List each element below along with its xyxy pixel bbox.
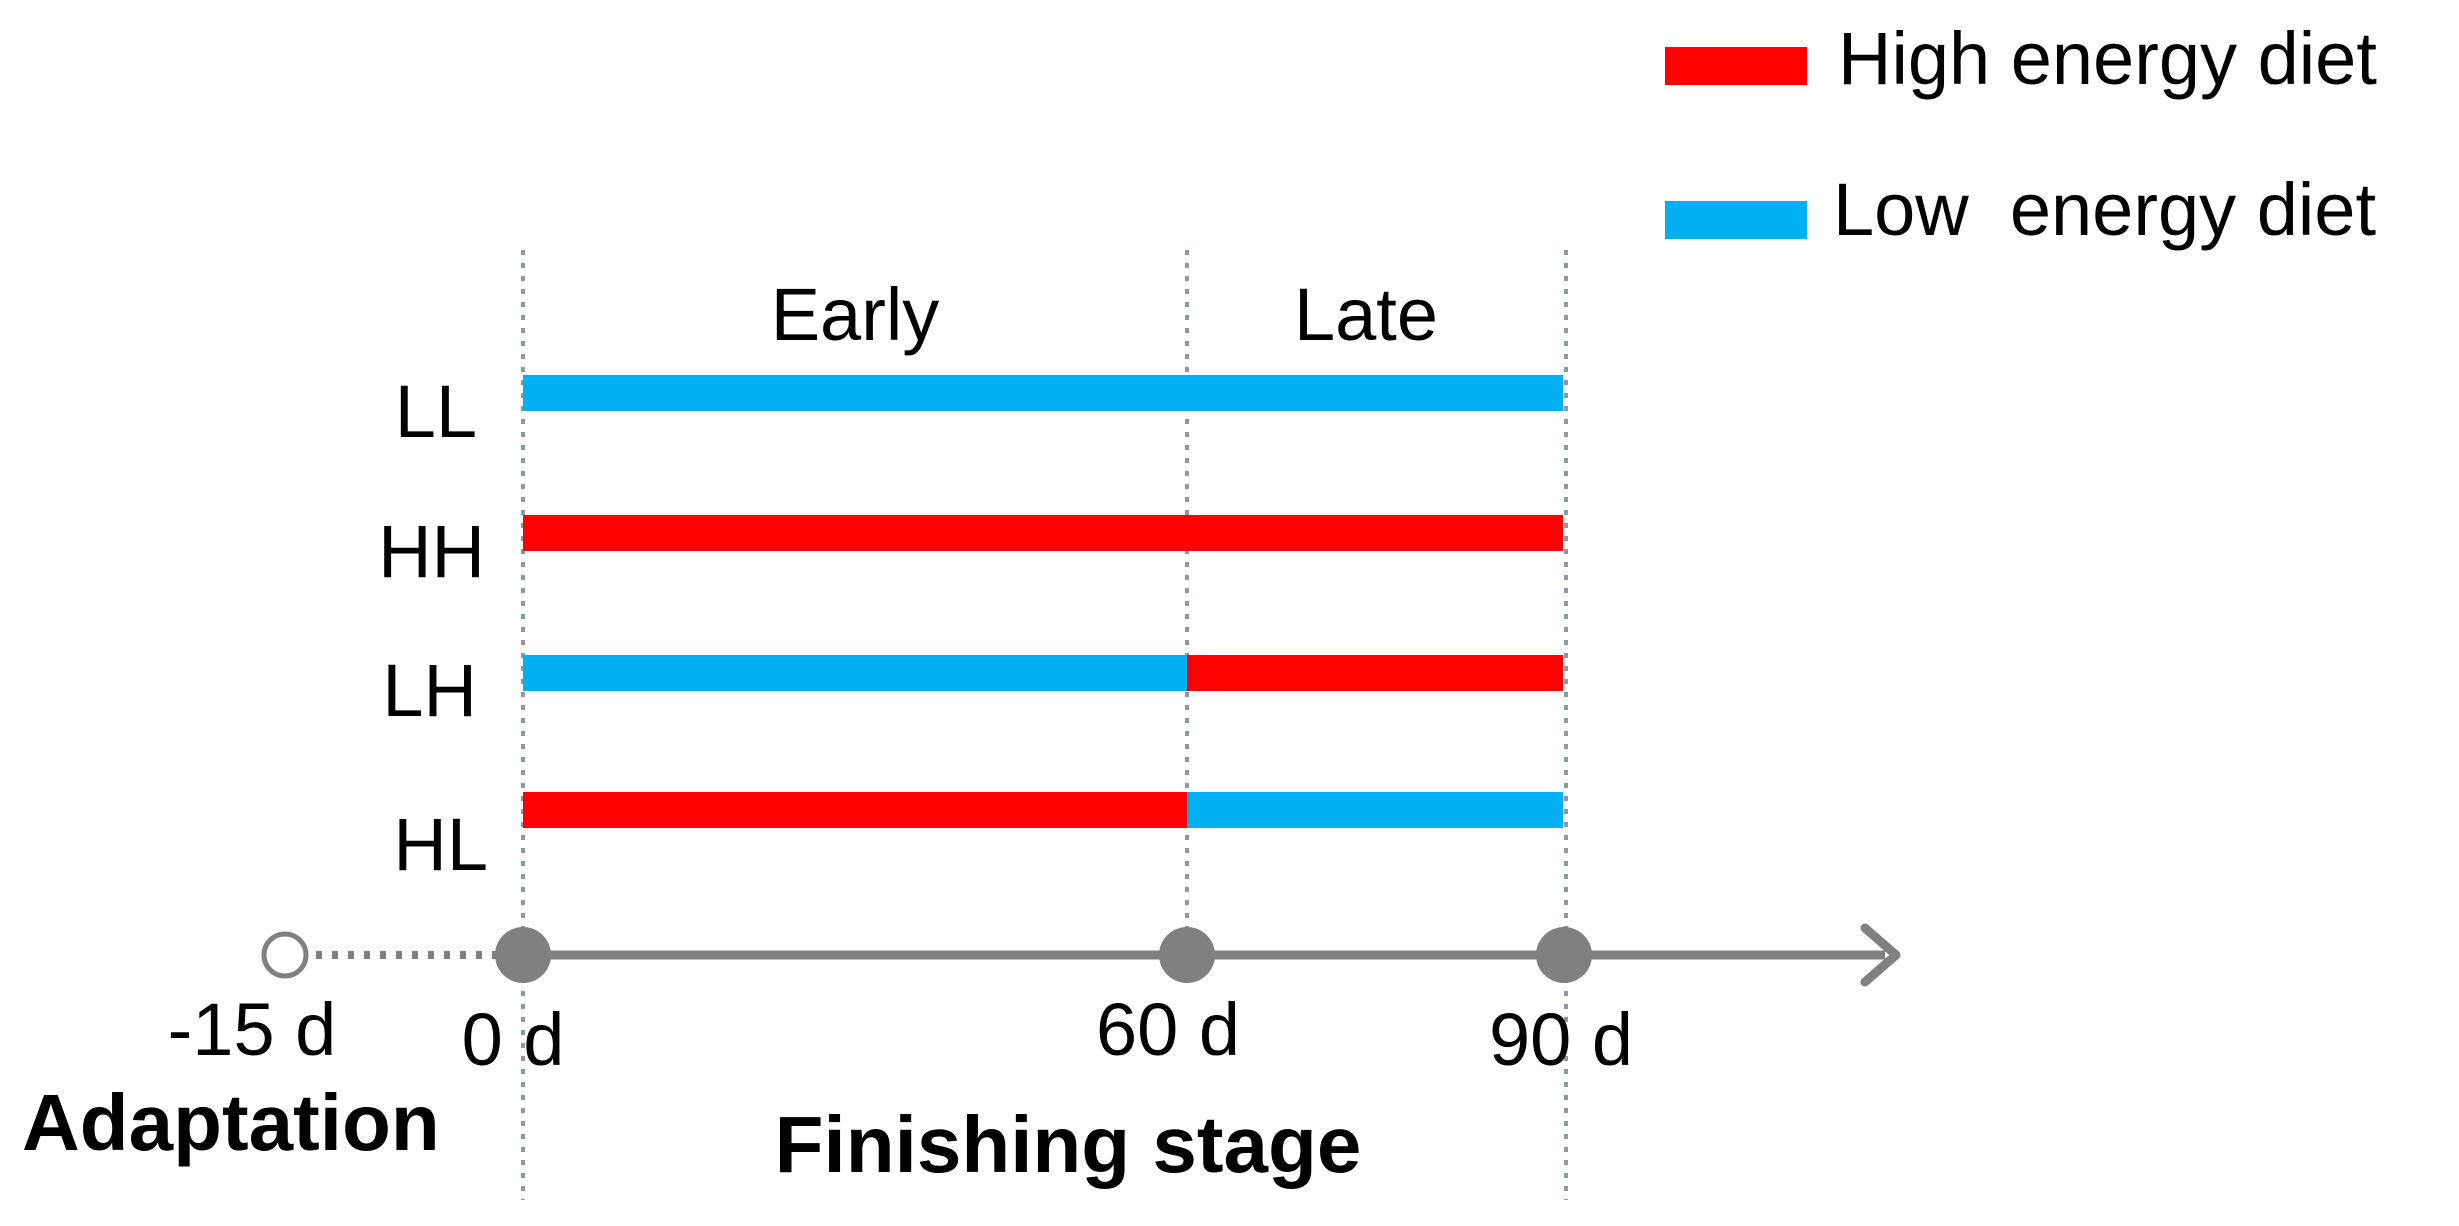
timeline-point-minus15d [261, 931, 309, 979]
diet-bars [523, 375, 1563, 828]
period-label-early: Early [771, 273, 940, 356]
tick-label-60d: 60 d [1096, 988, 1240, 1071]
bar-hl-early [523, 792, 1187, 828]
stage-label-finishing: Finishing stage [775, 1100, 1362, 1189]
legend: High energy diet Low energy diet [1665, 17, 2377, 251]
bar-hh-late [1187, 515, 1563, 551]
bar-lh-early [523, 655, 1187, 691]
stage-label-adaptation: Adaptation [22, 1078, 440, 1167]
group-label-ll: LL [395, 370, 477, 453]
timeline-point-0d [495, 927, 551, 983]
bar-ll-late [1187, 375, 1563, 411]
legend-swatch-high [1665, 47, 1807, 85]
tick-label-0d: 0 d [462, 998, 565, 1081]
timeline-point-60d [1159, 927, 1215, 983]
timeline-axis [261, 923, 1901, 987]
legend-label-low: Low energy diet [1833, 168, 2376, 251]
tick-label-minus15d: -15 d [168, 988, 337, 1071]
timeline-arrowhead [1860, 923, 1901, 987]
bar-hl-late [1187, 792, 1563, 828]
group-label-lh: LH [382, 649, 477, 732]
bar-ll-early [523, 375, 1187, 411]
bar-hh-early [523, 515, 1187, 551]
group-label-hl: HL [393, 803, 488, 886]
timeline-point-90d [1536, 927, 1592, 983]
tick-label-90d: 90 d [1489, 998, 1633, 1081]
legend-swatch-low [1665, 201, 1807, 239]
group-label-hh: HH [378, 510, 485, 593]
bar-lh-late [1187, 655, 1563, 691]
period-label-late: Late [1294, 273, 1438, 356]
legend-label-high: High energy diet [1838, 17, 2377, 100]
